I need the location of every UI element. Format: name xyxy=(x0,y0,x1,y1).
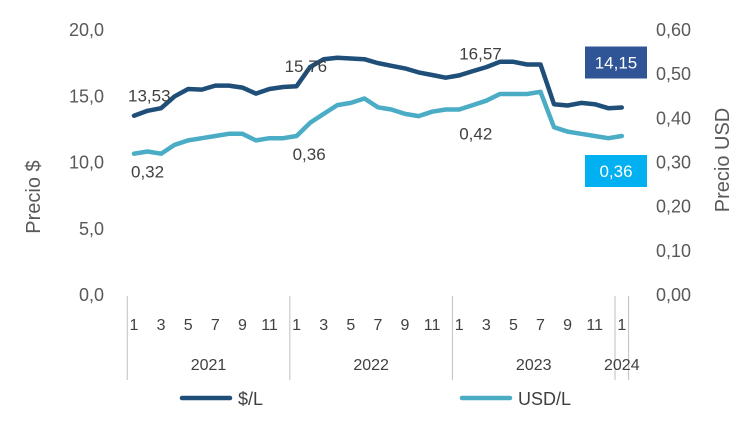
callout-label: 0,36 xyxy=(599,162,632,181)
y-right-tick-label: 0,00 xyxy=(656,285,691,305)
x-year-label: 2023 xyxy=(516,357,552,374)
x-month-tick-label: 11 xyxy=(424,317,441,334)
y-axis-left: 0,0 5,0 10,0 15,0 20,0 xyxy=(69,20,104,305)
x-month-tick-label: 3 xyxy=(319,317,328,334)
y-right-tick-label: 0,10 xyxy=(656,241,691,261)
callout-box xyxy=(585,155,647,187)
y-right-tick-label: 0,60 xyxy=(656,20,691,40)
y-right-tick-label: 0,20 xyxy=(656,197,691,217)
data-label: 13,53 xyxy=(128,87,171,106)
x-month-tick-label: 3 xyxy=(157,317,166,334)
x-year-label: 2021 xyxy=(191,357,227,374)
y-left-tick-label: 0,0 xyxy=(79,285,104,305)
last-value-callouts: 14,15 0,36 xyxy=(585,46,647,187)
x-month-tick-label: 1 xyxy=(130,317,139,334)
data-labels: 13,53 15,76 16,57 0,32 0,36 0,42 xyxy=(128,44,502,181)
data-label: 0,36 xyxy=(293,145,326,164)
y-left-tick-label: 15,0 xyxy=(69,86,104,106)
y-axis-left-title: Precio $ xyxy=(23,160,45,233)
x-month-tick-label: 11 xyxy=(261,317,278,334)
x-month-tick-label: 1 xyxy=(292,317,301,334)
legend[interactable]: $/L USD/L xyxy=(179,389,571,409)
y-left-tick-label: 10,0 xyxy=(69,153,104,173)
x-month-tick-label: 7 xyxy=(211,317,220,334)
x-month-tick-label: 9 xyxy=(401,317,410,334)
y-right-tick-label: 0,30 xyxy=(656,153,691,173)
legend-label: USD/L xyxy=(518,389,571,409)
legend-item[interactable]: USD/L xyxy=(459,389,571,409)
x-year-label: 2022 xyxy=(353,357,389,374)
x-month-tick-label: 3 xyxy=(482,317,491,334)
x-month-tick-label: 5 xyxy=(184,317,193,334)
y-right-tick-label: 0,40 xyxy=(656,108,691,128)
callout-label: 14,15 xyxy=(595,54,638,73)
y-axis-right-title: Precio USD xyxy=(712,108,734,212)
callout-box xyxy=(585,46,647,79)
data-label: 0,42 xyxy=(459,125,492,144)
y-left-tick-label: 5,0 xyxy=(79,219,104,239)
x-month-tick-label: 1 xyxy=(455,317,464,334)
x-month-tick-label: 5 xyxy=(509,317,518,334)
x-month-tick-label: 9 xyxy=(563,317,572,334)
x-year-label: 2024 xyxy=(604,357,640,374)
x-month-tick-label: 9 xyxy=(238,317,247,334)
legend-item[interactable]: $/L xyxy=(179,389,263,409)
y-right-tick-label: 0,50 xyxy=(656,64,691,84)
series-line-pesos-per-liter xyxy=(131,55,625,118)
x-month-tick-label: 11 xyxy=(586,317,603,334)
data-label: 15,76 xyxy=(285,57,328,76)
y-axis-right: 0,00 0,10 0,20 0,30 0,40 0,50 0,60 xyxy=(656,20,691,305)
x-month-tick-label: 7 xyxy=(373,317,382,334)
legend-label: $/L xyxy=(238,389,263,409)
y-left-tick-label: 20,0 xyxy=(69,20,104,40)
x-month-tick-label: 1 xyxy=(617,317,626,334)
data-label: 16,57 xyxy=(459,44,502,63)
data-label: 0,32 xyxy=(131,163,164,182)
plot-area xyxy=(131,55,625,156)
series-line-usd-per-liter xyxy=(131,89,625,156)
x-month-tick-label: 7 xyxy=(536,317,545,334)
x-month-tick-label: 5 xyxy=(346,317,355,334)
